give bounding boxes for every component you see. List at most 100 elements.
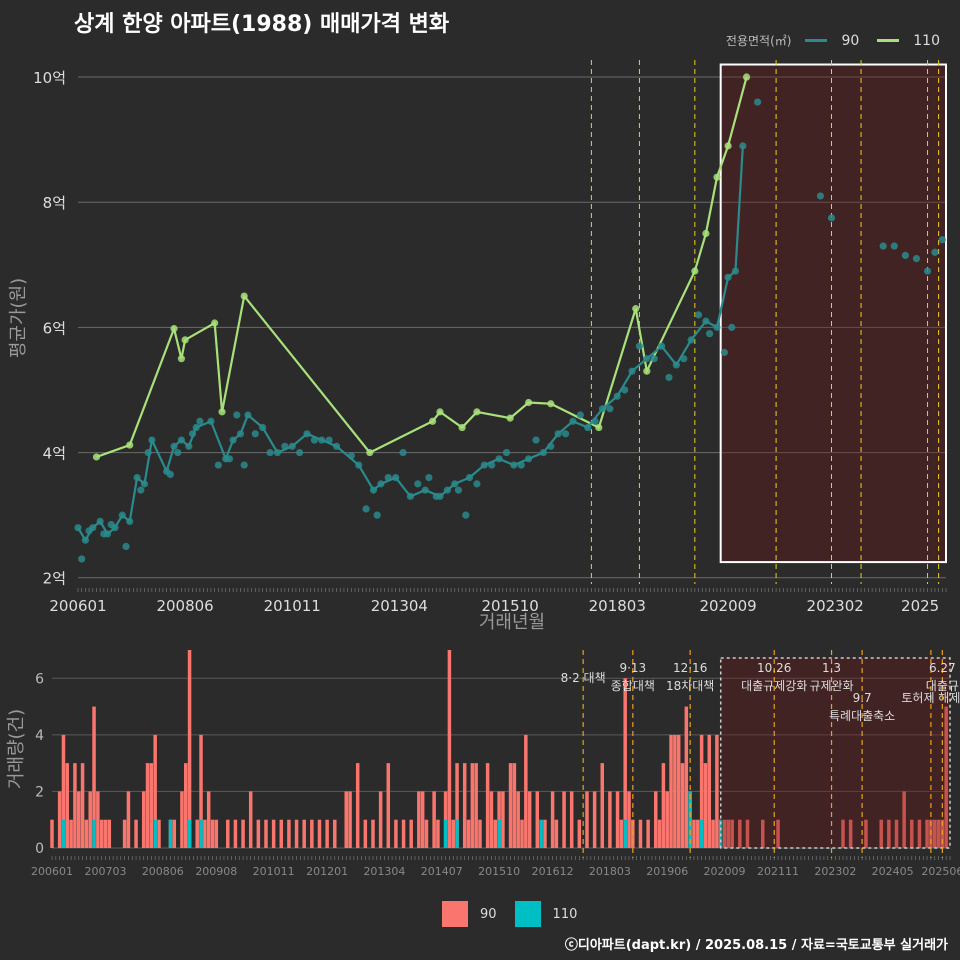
bar-90 — [333, 819, 337, 848]
bar-90 — [707, 734, 712, 848]
data-point-110 — [691, 267, 699, 275]
bar-90 — [638, 819, 643, 848]
data-point-90-scatter — [310, 436, 318, 444]
bar-90 — [409, 819, 413, 848]
data-point-110 — [181, 336, 189, 344]
series-line-90 — [77, 145, 744, 543]
legend-label-90: 90 — [841, 32, 860, 49]
data-point-90 — [687, 336, 695, 344]
data-point-90-scatter — [432, 492, 440, 500]
data-point-110 — [525, 398, 533, 407]
bar-90 — [310, 819, 314, 848]
bar-90 — [187, 650, 192, 848]
bar-annotation-label: 특례대출축소 — [829, 709, 895, 723]
data-point-90 — [465, 474, 474, 482]
bar-90 — [226, 819, 230, 848]
bar-90 — [183, 763, 188, 848]
bar-110 — [539, 819, 543, 848]
data-point-90 — [525, 455, 533, 463]
bar-90 — [386, 763, 391, 848]
data-point-90 — [672, 361, 680, 369]
bar-90 — [944, 706, 948, 848]
data-point-90-scatter — [144, 448, 152, 457]
data-point-110 — [366, 448, 374, 457]
data-point-90 — [628, 367, 636, 375]
bar-90 — [470, 763, 475, 848]
data-point-90-scatter — [694, 311, 703, 319]
bar-90 — [50, 819, 54, 848]
bar-90 — [80, 763, 85, 848]
data-point-90 — [303, 430, 311, 438]
bar-90 — [206, 791, 211, 848]
data-point-90-scatter — [606, 405, 614, 413]
data-point-90 — [140, 480, 149, 488]
data-point-90-scatter — [174, 448, 182, 457]
data-point-90 — [244, 411, 252, 419]
bar-90 — [199, 734, 203, 848]
bar-annotation-label: 대출규제강화 — [741, 679, 807, 693]
bar-90 — [615, 791, 620, 848]
data-point-90-scatter — [225, 455, 234, 463]
bar-legend-label-110: 110 — [552, 906, 578, 922]
bar-90 — [73, 763, 77, 848]
bar-90 — [776, 819, 780, 848]
data-point-90 — [273, 448, 282, 457]
bar-y-tick-label: 2 — [35, 784, 44, 800]
y-tick-label: 6억 — [43, 319, 66, 337]
data-point-110 — [211, 319, 219, 327]
bar-90 — [107, 819, 112, 848]
bar-90 — [654, 791, 658, 848]
data-point-90 — [584, 423, 592, 432]
bar-90 — [761, 819, 765, 848]
data-point-110 — [742, 73, 751, 81]
data-point-110 — [643, 367, 651, 375]
bar-x-tick-label: 201407 — [421, 865, 463, 878]
data-point-90 — [192, 423, 200, 432]
bar-90 — [65, 763, 70, 848]
bar-110 — [443, 819, 448, 848]
bar-90 — [592, 791, 597, 848]
bar-90 — [738, 819, 742, 848]
bar-90 — [103, 819, 108, 848]
bar-110 — [199, 819, 203, 848]
x-tick-label: 2025 — [901, 597, 939, 615]
data-point-90-scatter — [502, 448, 511, 457]
bar-annotation-label: 규제완화 — [809, 679, 853, 693]
bar-90 — [214, 819, 219, 848]
data-point-90 — [126, 517, 134, 526]
data-point-110 — [595, 423, 603, 432]
data-point-110 — [724, 142, 732, 150]
bar-90 — [478, 819, 482, 848]
bar-90 — [371, 819, 375, 848]
legend-title: 전용면적(㎡) — [725, 34, 792, 48]
data-point-90-scatter — [373, 511, 381, 519]
data-point-90-scatter — [414, 480, 422, 488]
bar-90 — [84, 819, 89, 848]
data-point-90-scatter — [362, 505, 370, 513]
bar-annotation-label: 18차대책 — [666, 678, 714, 693]
bar-90 — [730, 819, 734, 848]
data-point-90 — [510, 461, 518, 469]
data-point-90 — [133, 474, 141, 482]
data-point-90-scatter — [122, 542, 130, 551]
bar-y-tick-label: 4 — [35, 728, 44, 744]
data-point-90-scatter — [281, 442, 289, 450]
bar-x-tick-label: 202506 — [921, 865, 960, 878]
bar-90 — [585, 791, 589, 848]
data-point-90-scatter — [938, 236, 946, 244]
bar-90 — [569, 791, 574, 848]
data-point-90 — [185, 442, 193, 450]
data-point-90 — [480, 461, 488, 469]
bar-x-tick-label: 202009 — [704, 865, 746, 878]
data-point-90-scatter — [473, 480, 481, 488]
bar-annotation-label: 12·16 — [673, 661, 707, 675]
bar-90 — [657, 819, 662, 848]
bar-90 — [348, 791, 352, 848]
y-tick-label: 8억 — [43, 194, 66, 212]
bar-90 — [669, 734, 673, 848]
data-point-90 — [236, 430, 245, 438]
bar-annotation-label: 종합대책 — [611, 678, 655, 693]
data-point-90 — [739, 142, 747, 150]
bar-90 — [294, 819, 299, 848]
data-point-90-scatter — [665, 373, 673, 382]
